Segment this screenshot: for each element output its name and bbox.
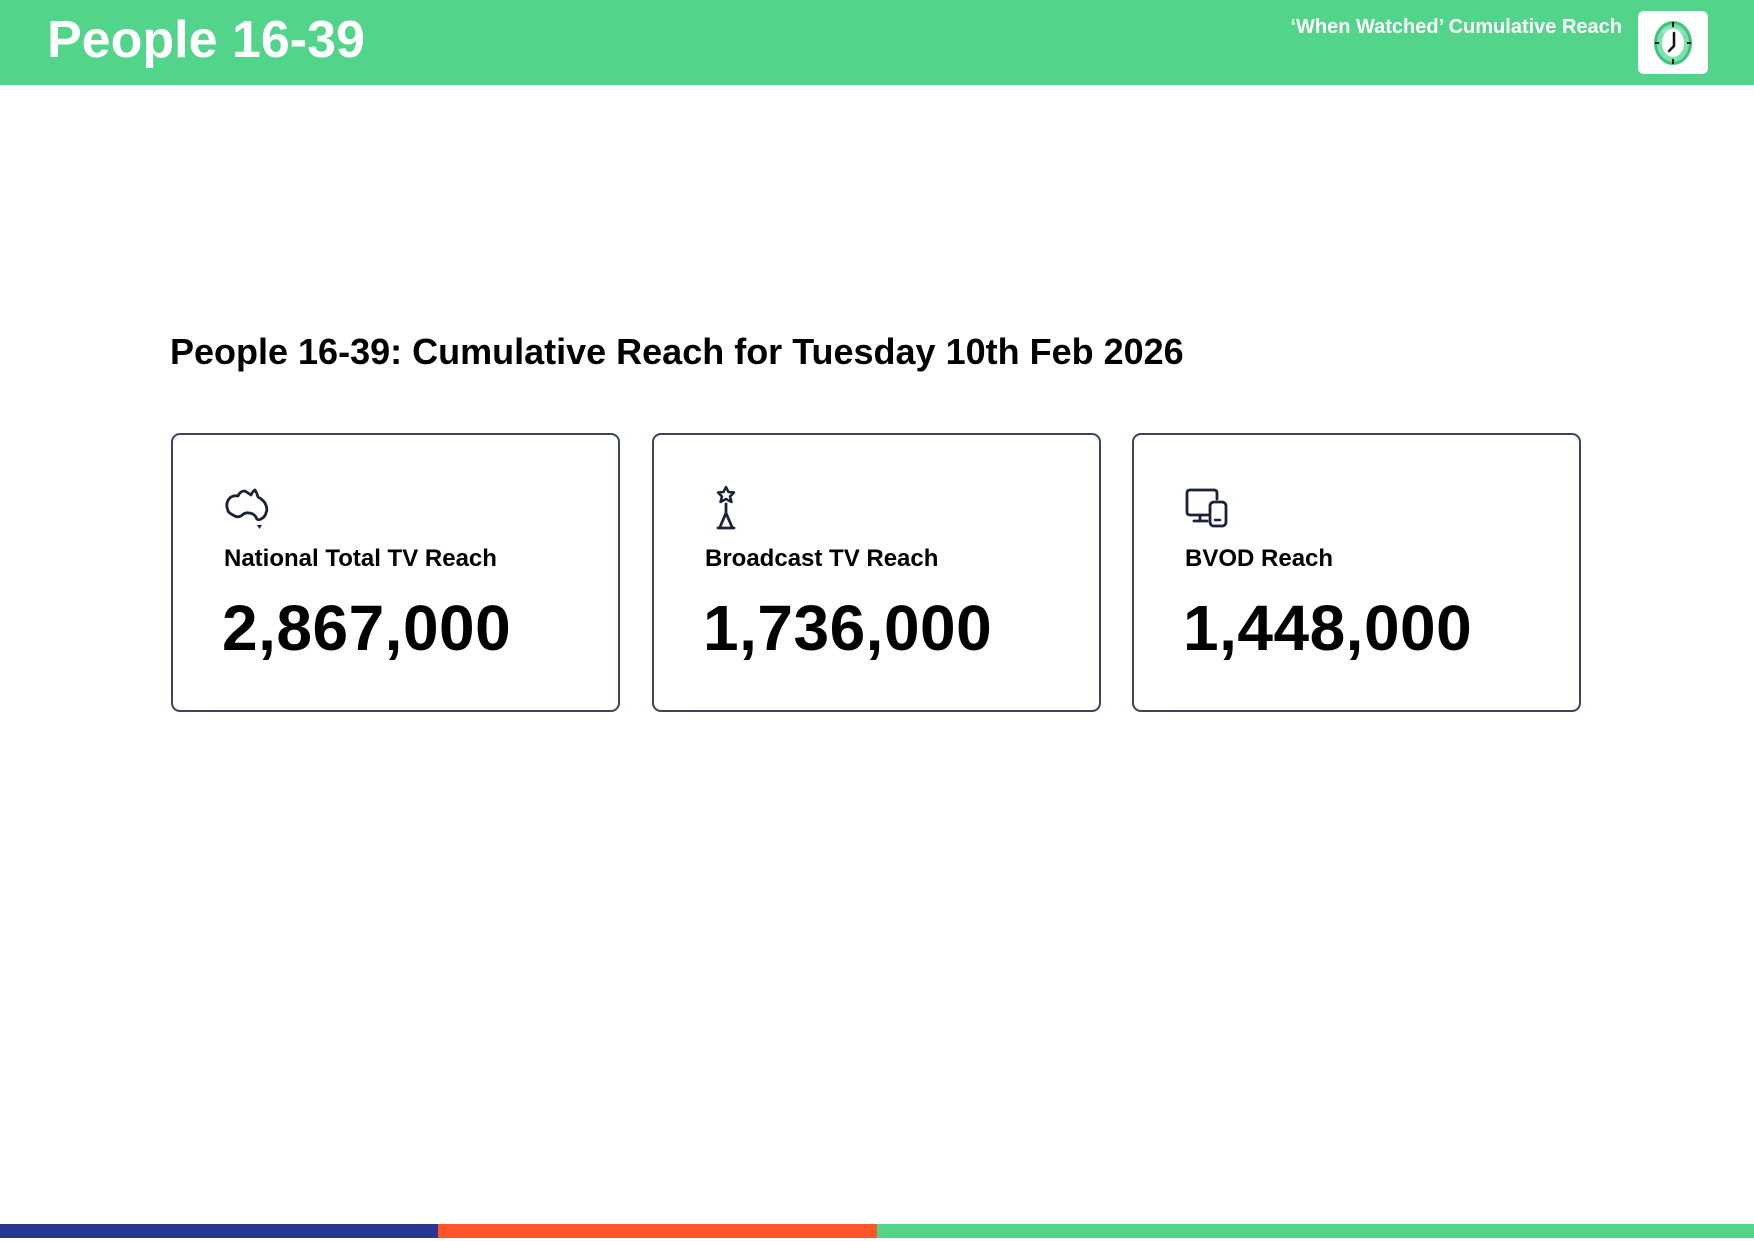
card-broadcast-tv-reach: Broadcast TV Reach 1,736,000 (652, 433, 1101, 712)
clock-badge (1638, 11, 1708, 74)
clock-icon (1654, 20, 1692, 65)
card-value: 2,867,000 (222, 592, 512, 664)
australia-map-icon (225, 488, 269, 529)
header-bar: People 16-39 ‘When Watched’ Cumulative R… (0, 0, 1754, 85)
footer-color-bar (0, 1224, 1754, 1238)
footer-segment-orange (438, 1224, 877, 1238)
card-bvod-reach: BVOD Reach 1,448,000 (1132, 433, 1581, 712)
card-value: 1,448,000 (1183, 592, 1473, 664)
card-label: National Total TV Reach (224, 545, 497, 572)
footer-segment-green (877, 1224, 1754, 1238)
broadcast-tower-icon (716, 485, 736, 530)
card-national-total-tv-reach: National Total TV Reach 2,867,000 (171, 433, 620, 712)
page-title: People 16-39 (47, 11, 365, 69)
report-subtitle: ‘When Watched’ Cumulative Reach (1290, 16, 1622, 38)
card-label: Broadcast TV Reach (705, 545, 939, 572)
card-value: 1,736,000 (703, 592, 993, 664)
devices-icon (1185, 488, 1228, 528)
footer-segment-navy (0, 1224, 438, 1238)
page-heading: People 16-39: Cumulative Reach for Tuesd… (170, 331, 1184, 372)
card-label: BVOD Reach (1185, 545, 1334, 572)
